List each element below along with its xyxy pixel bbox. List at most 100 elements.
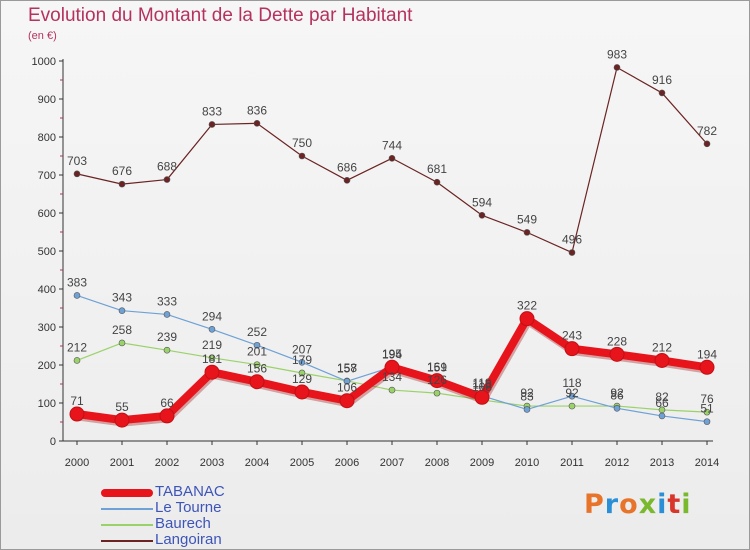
data-label-tabanac: 156 — [247, 362, 267, 376]
data-label-tabanac: 159 — [427, 361, 447, 375]
x-tick-label: 2004 — [245, 457, 269, 469]
x-tick-label: 2001 — [110, 457, 134, 469]
data-label-langoiran: 496 — [562, 233, 582, 247]
logo-letter: r — [604, 489, 620, 520]
legend-label-langoiran: Langoiran — [155, 531, 222, 548]
data-point-baurech — [703, 408, 711, 416]
data-label-le-tourne: 51 — [700, 402, 714, 416]
data-point-tabanac — [339, 393, 355, 409]
legend-swatch-baurech — [101, 524, 153, 526]
data-point-tabanac — [294, 384, 310, 400]
legend-swatch-langoiran — [101, 540, 153, 542]
data-label-langoiran: 703 — [67, 154, 87, 168]
data-label-tabanac: 181 — [202, 352, 222, 366]
logo-letter: x — [638, 489, 658, 520]
data-point-baurech — [253, 361, 261, 368]
data-point-baurech — [73, 357, 81, 364]
data-label-tabanac: 212 — [652, 340, 672, 354]
data-label-tabanac: 322 — [517, 299, 537, 313]
x-tick-label: 2003 — [200, 457, 224, 469]
data-point-tabanac — [384, 359, 400, 375]
data-point-baurech — [298, 369, 306, 377]
data-label-baurech: 201 — [247, 345, 267, 359]
data-point-tabanac — [204, 364, 220, 380]
data-label-baurech: 239 — [157, 330, 177, 344]
x-tick-label: 2011 — [560, 457, 584, 469]
x-tick-label: 2014 — [695, 457, 719, 469]
legend-label-tabanac: TABANAC — [155, 483, 225, 500]
legend-swatch-le-tourne — [101, 508, 153, 510]
data-point-tabanac — [69, 406, 85, 422]
logo-letter: i — [657, 489, 668, 520]
data-point-langoiran — [73, 170, 81, 178]
data-point-le-tourne — [298, 359, 306, 366]
data-point-langoiran — [433, 178, 441, 186]
data-label-tabanac: 129 — [292, 372, 312, 386]
y-tick-label: 400 — [38, 284, 56, 296]
data-point-baurech — [163, 346, 171, 354]
data-label-langoiran: 681 — [427, 162, 447, 176]
data-point-langoiran — [163, 176, 171, 183]
data-point-le-tourne — [658, 412, 666, 420]
data-point-tabanac — [429, 373, 445, 389]
data-point-langoiran — [118, 180, 126, 188]
data-point-baurech — [388, 386, 396, 394]
x-tick-label: 2000 — [65, 457, 89, 469]
logo-letter: o — [619, 489, 639, 520]
data-point-baurech — [208, 354, 216, 362]
data-label-baurech: 179 — [292, 353, 312, 367]
data-point-langoiran — [478, 211, 486, 219]
y-tick-label: 300 — [38, 322, 56, 334]
data-label-baurech: 92 — [520, 386, 534, 400]
data-point-le-tourne — [703, 418, 711, 425]
y-tick-label: 600 — [38, 208, 56, 220]
legend-label-baurech: Baurech — [155, 515, 211, 532]
data-point-le-tourne — [118, 307, 126, 314]
data-label-baurech: 158 — [337, 361, 357, 375]
data-label-tabanac: 228 — [607, 334, 627, 348]
data-point-tabanac — [114, 412, 130, 428]
data-label-baurech: 219 — [202, 338, 222, 352]
data-label-langoiran: 686 — [337, 160, 357, 174]
y-tick-label: 0 — [50, 436, 56, 448]
data-point-tabanac — [699, 359, 715, 375]
y-tick-label: 900 — [38, 94, 56, 106]
data-point-tabanac — [564, 341, 580, 357]
data-point-langoiran — [523, 229, 531, 236]
data-point-langoiran — [658, 89, 666, 97]
data-label-tabanac: 55 — [115, 400, 129, 414]
data-point-le-tourne — [523, 406, 531, 413]
x-tick-label: 2006 — [335, 457, 359, 469]
data-label-baurech: 258 — [112, 323, 132, 337]
logo-letter: i — [681, 489, 692, 520]
data-label-baurech: 212 — [67, 340, 87, 354]
data-label-baurech: 126 — [427, 373, 447, 387]
data-point-le-tourne — [343, 378, 351, 385]
data-label-le-tourne: 119 — [472, 376, 491, 390]
data-label-tabanac: 106 — [337, 381, 357, 395]
y-tick-label: 200 — [38, 360, 56, 372]
proxiti-logo: Proxiti — [584, 489, 692, 520]
data-label-baurech: 92 — [565, 386, 579, 400]
data-label-le-tourne: 294 — [202, 309, 222, 323]
legend-item-langoiran: Langoiran — [101, 531, 401, 549]
data-label-langoiran: 983 — [607, 47, 627, 61]
data-label-le-tourne: 383 — [67, 275, 87, 289]
x-tick-label: 2002 — [155, 457, 179, 469]
data-label-tabanac: 71 — [70, 394, 84, 408]
data-label-le-tourne: 333 — [157, 294, 177, 308]
data-label-tabanac: 243 — [562, 329, 582, 343]
chart-title: Evolution du Montant de la Dette par Hab… — [28, 5, 413, 26]
data-point-langoiran — [343, 177, 351, 184]
x-tick-label: 2010 — [515, 457, 539, 469]
data-label-le-tourne: 195 — [382, 347, 402, 361]
x-tick-label: 2008 — [425, 457, 449, 469]
y-tick-label: 800 — [38, 132, 56, 144]
data-label-langoiran: 744 — [382, 138, 402, 152]
legend-swatch-tabanac — [101, 489, 153, 497]
data-point-langoiran — [298, 152, 306, 160]
data-label-le-tourne: 343 — [112, 291, 132, 305]
legend-label-le-tourne: Le Tourne — [155, 499, 222, 516]
